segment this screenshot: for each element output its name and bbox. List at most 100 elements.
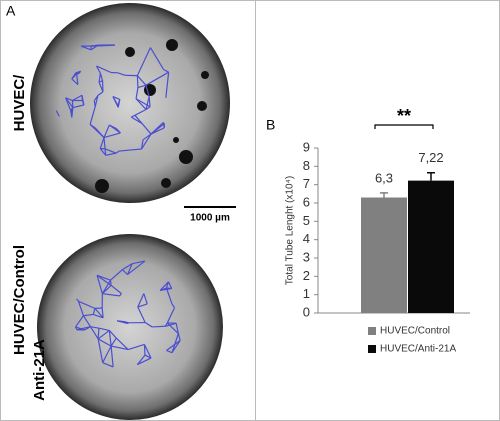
- scale-bar-label: 1000 µm: [190, 213, 230, 224]
- tube: [112, 96, 121, 100]
- significance-bracket: [374, 124, 434, 129]
- tube: [101, 284, 112, 295]
- tube: [97, 328, 100, 339]
- error-bar: [380, 192, 388, 198]
- tube: [95, 127, 105, 138]
- tube: [89, 106, 96, 125]
- tube: [94, 307, 104, 319]
- tube: [136, 75, 139, 88]
- tube: [98, 73, 101, 83]
- tube: [141, 123, 152, 135]
- tube: [175, 323, 179, 334]
- tube: [75, 72, 78, 75]
- tube: [117, 99, 121, 106]
- y-tick-label: 5: [303, 213, 310, 228]
- tube: [177, 333, 181, 341]
- y-tick-label: 6: [303, 194, 310, 209]
- tube: [74, 326, 78, 331]
- tube: [108, 330, 112, 347]
- legend-label: HUVEC/Anti-21A: [380, 344, 456, 355]
- tube: [137, 357, 152, 366]
- tube: [143, 344, 146, 356]
- tube: [101, 307, 104, 318]
- tube: [137, 303, 148, 308]
- tube: [171, 340, 181, 354]
- y-tick-label: 1: [303, 286, 310, 301]
- tube: [137, 84, 147, 89]
- tube: [71, 78, 79, 86]
- legend-label: HUVEC/Control: [380, 326, 450, 337]
- tube: [163, 68, 169, 73]
- value-label: 6,3: [375, 170, 393, 185]
- tube: [132, 260, 145, 265]
- tube: [105, 152, 117, 156]
- tube: [136, 354, 146, 365]
- tube: [141, 133, 152, 150]
- tube: [115, 128, 121, 134]
- tube: [166, 349, 173, 354]
- value-label: 7,22: [418, 150, 443, 165]
- tube: [144, 322, 153, 328]
- tube: [81, 100, 85, 106]
- tube: [166, 339, 181, 351]
- tube: [165, 322, 177, 327]
- tube: [101, 279, 111, 295]
- tube: [102, 293, 120, 297]
- tube: [126, 263, 133, 275]
- tube: [110, 284, 122, 295]
- tube: [97, 338, 112, 347]
- tube: [167, 281, 173, 289]
- tube: [145, 71, 169, 86]
- tube: [97, 91, 104, 97]
- tube: [76, 73, 79, 85]
- tube: [78, 300, 96, 309]
- tube: [137, 293, 145, 308]
- tube: [122, 263, 133, 271]
- y-axis-label: Total Tube Lenght (x10⁴): [285, 176, 296, 285]
- tube: [149, 47, 165, 70]
- row-label: HUVEC/: [11, 74, 28, 132]
- tube: [96, 274, 111, 281]
- tube: [115, 337, 129, 350]
- tube: [122, 269, 128, 275]
- tube: [72, 94, 83, 102]
- row-label: HUVEC/Control: [11, 245, 28, 355]
- tube: [159, 281, 169, 291]
- tube: [143, 293, 148, 305]
- y-tick-label: 9: [303, 139, 310, 154]
- y-tick-label: 2: [303, 268, 310, 283]
- bar: [408, 180, 454, 313]
- tube: [96, 65, 112, 74]
- tube: [55, 110, 60, 117]
- tube: [112, 96, 119, 106]
- tube: [76, 298, 79, 302]
- tube: [110, 269, 123, 281]
- tube: [171, 333, 179, 353]
- tube: [72, 104, 84, 109]
- tube: [171, 304, 176, 308]
- tube: [127, 343, 145, 351]
- tube: [95, 65, 101, 74]
- tube: [102, 345, 112, 363]
- tube: [142, 133, 152, 141]
- tube: [134, 108, 147, 116]
- significance-label: **: [397, 106, 411, 126]
- tube: [98, 81, 104, 92]
- tube: [145, 85, 150, 97]
- tube: [119, 293, 122, 297]
- tube: [136, 47, 151, 76]
- tube-network: [55, 44, 181, 368]
- tube: [165, 281, 169, 289]
- tube: [135, 98, 151, 108]
- tube: [143, 344, 152, 359]
- tube: [115, 150, 120, 154]
- legend-swatch: [368, 345, 376, 353]
- tube: [96, 274, 112, 286]
- tube: [150, 127, 165, 135]
- tube: [71, 107, 74, 112]
- y-tick-label: 8: [303, 158, 310, 173]
- tube: [110, 345, 129, 351]
- tube: [103, 137, 106, 149]
- tube: [77, 301, 84, 316]
- tube: [89, 326, 99, 340]
